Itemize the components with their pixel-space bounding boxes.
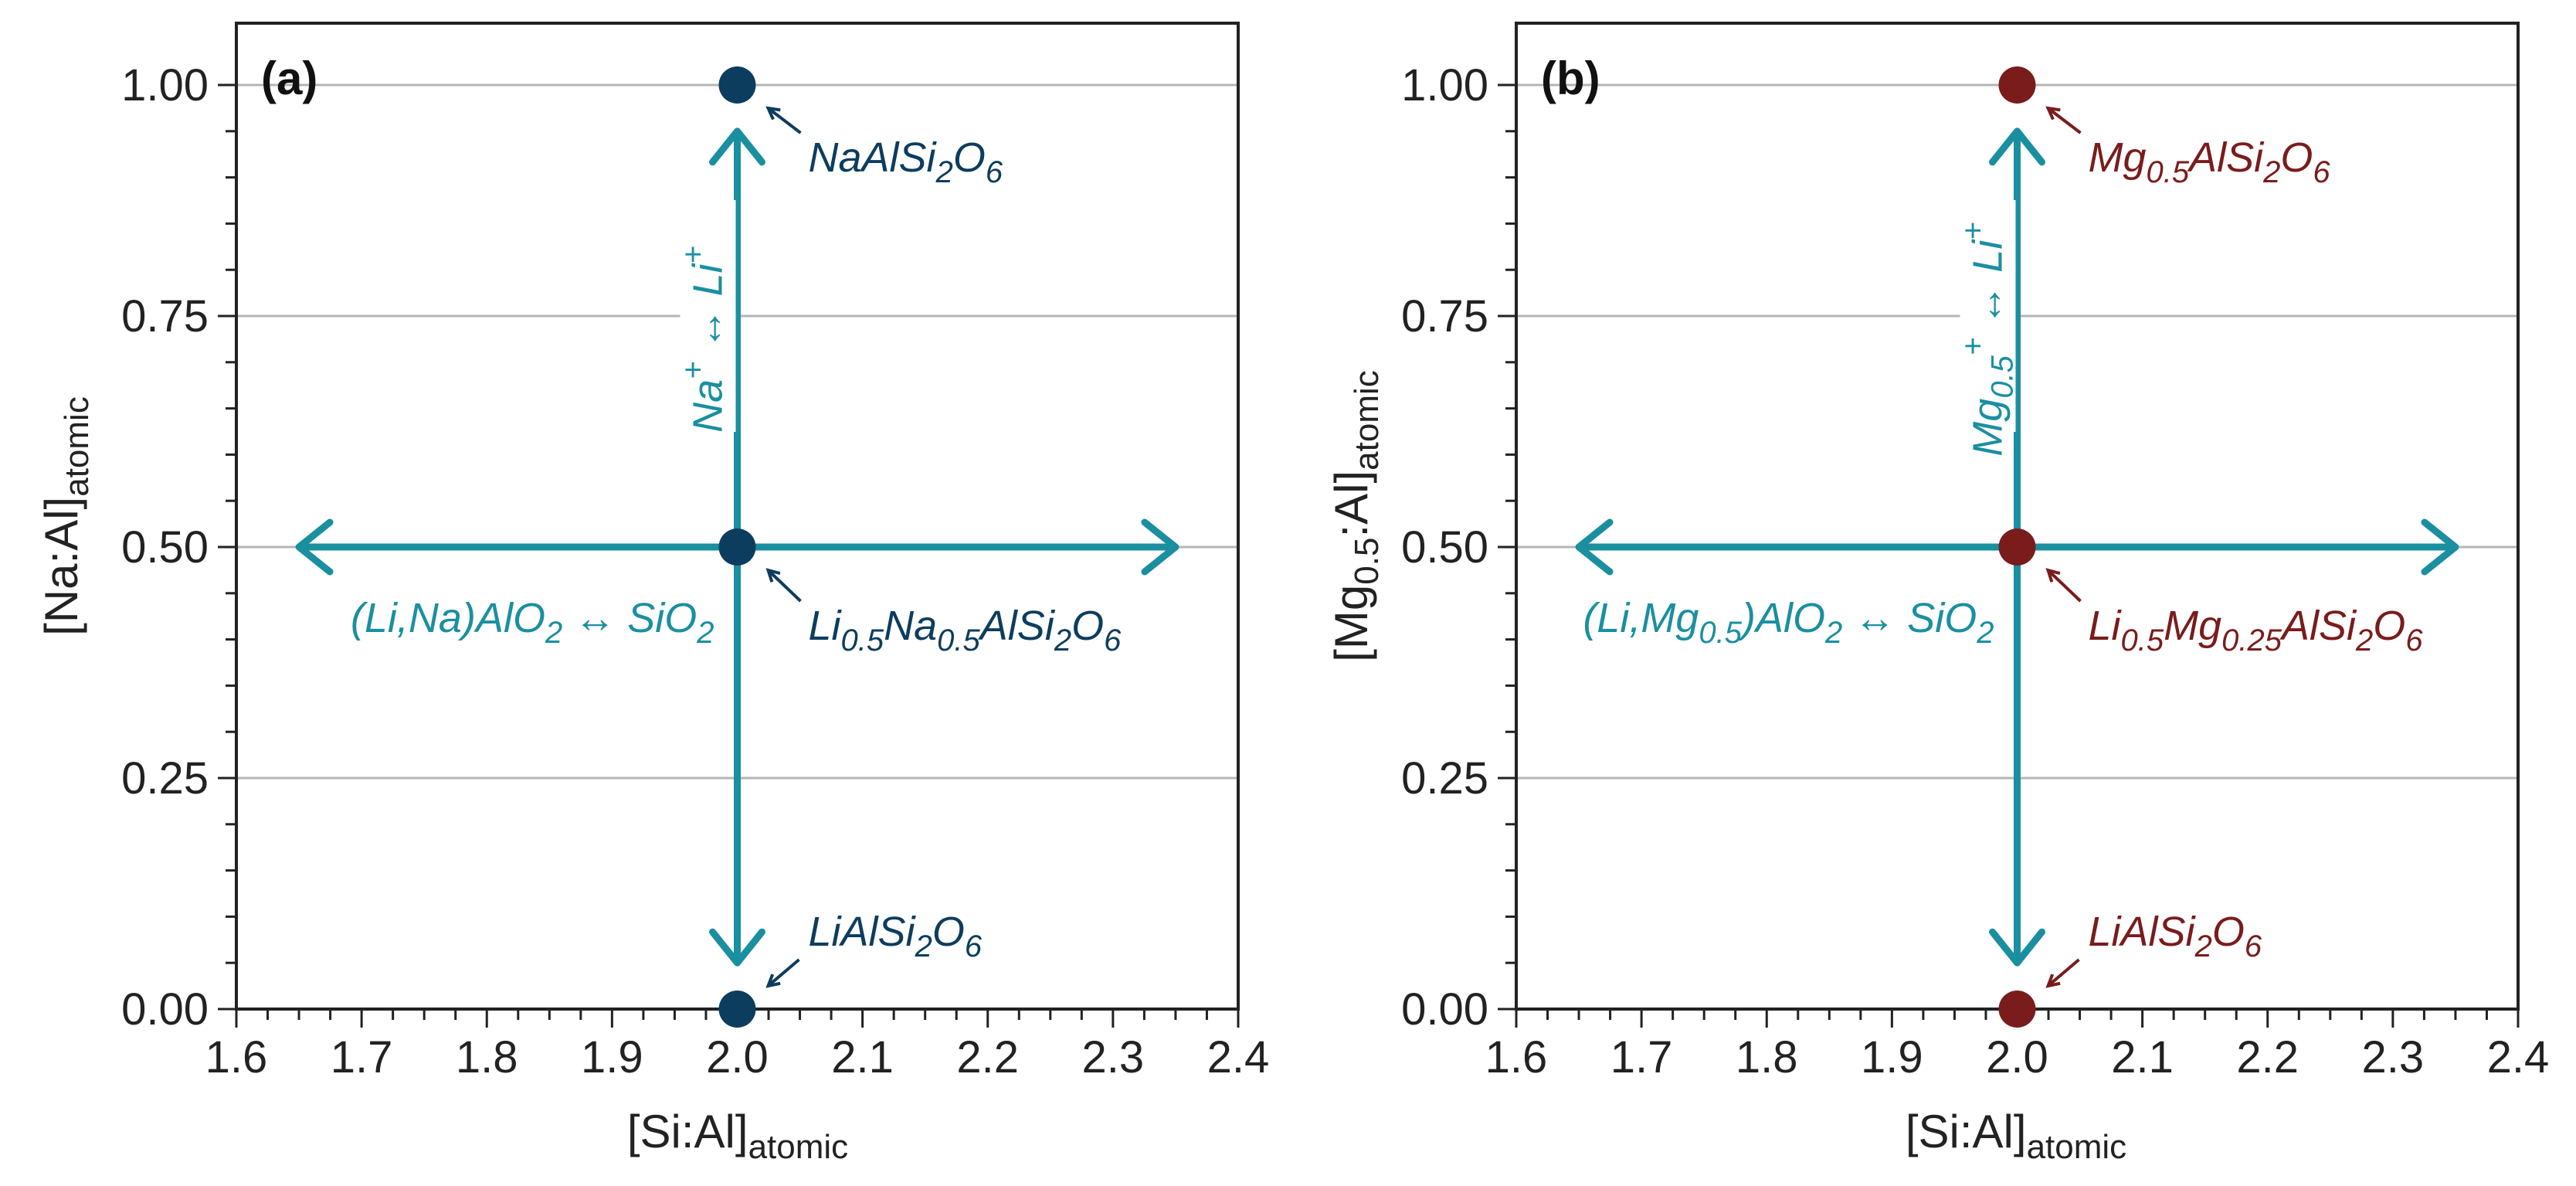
- vertical-label-background: [680, 200, 736, 432]
- composition-label: LiAlSi2O6: [809, 909, 983, 963]
- pointer-arrowhead: [2045, 568, 2061, 583]
- composition-label: Mg0.5AlSi2O6: [2089, 134, 2331, 189]
- vertical-arrow-label: Na+ ↔ Li+: [677, 246, 731, 433]
- pointer-arrowhead: [765, 974, 781, 988]
- panel-label: (a): [261, 53, 317, 104]
- arrowhead-up: [709, 127, 765, 166]
- x-tick-label: 2.0: [706, 1032, 769, 1082]
- x-tick-label: 1.9: [1861, 1032, 1923, 1082]
- x-axis-label: [Si:Al]atomic: [1906, 1106, 2126, 1166]
- horizontal-arrow-label: (Li,Mg0.5)AlO2 ↔ SiO2: [1583, 595, 1994, 650]
- x-tick-label: 2.4: [2487, 1032, 2550, 1082]
- data-point: [718, 528, 756, 566]
- data-point: [1998, 991, 2036, 1028]
- composition-label: LiAlSi2O6: [2089, 909, 2262, 963]
- arrowhead-down: [1989, 928, 2045, 967]
- y-tick-label: 0.25: [1401, 753, 1488, 804]
- y-tick-label: 0.00: [1401, 984, 1488, 1035]
- pointer-line: [2047, 569, 2082, 603]
- y-tick-label: 0.25: [121, 753, 209, 804]
- pointer-line: [767, 569, 802, 603]
- x-tick-label: 1.8: [456, 1032, 518, 1082]
- x-tick-label: 2.3: [1082, 1032, 1145, 1082]
- arrowhead-right: [1141, 518, 1179, 576]
- y-tick-label: 0.50: [1401, 522, 1488, 573]
- arrowhead-left: [295, 518, 334, 576]
- pointer-arrowhead: [2045, 974, 2061, 988]
- data-point: [718, 66, 756, 104]
- chart-panel-a: 1.6 1.7 1.8 1.9 2.0 2.1 2.2 2.3 2.4 0.00 0.25 0.50 0…: [36, 22, 1270, 1166]
- pointer-arrowhead: [2045, 106, 2061, 121]
- y-axis-label: [Na:Al]atomic: [36, 396, 96, 636]
- pointer-arrowhead: [765, 568, 781, 583]
- pointer-line: [767, 958, 800, 987]
- x-tick-label: 2.2: [956, 1032, 1019, 1082]
- pointer-line: [2047, 107, 2082, 134]
- pointer-line: [2047, 958, 2080, 987]
- x-tick-label: 1.8: [1736, 1032, 1798, 1082]
- x-tick-label: 2.2: [2236, 1032, 2299, 1082]
- y-tick-label: 1.00: [121, 60, 209, 110]
- panel-label: (b): [1541, 53, 1600, 104]
- vertical-arrow-label: Mg0.5+ ↔ Li+: [1957, 222, 2020, 456]
- data-point: [718, 991, 756, 1028]
- x-tick-label: 1.6: [205, 1032, 268, 1082]
- arrowhead-left: [1575, 518, 1614, 576]
- arrowhead-up: [1989, 127, 2045, 166]
- data-point: [1998, 528, 2036, 566]
- y-tick-label: 0.75: [1401, 291, 1488, 342]
- composition-label: Li0.5Na0.5AlSi2O6: [809, 603, 1122, 658]
- arrowhead-right: [2421, 518, 2459, 576]
- pointer-line: [767, 107, 802, 134]
- composition-label: NaAlSi2O6: [809, 134, 1003, 189]
- y-tick-label: 1.00: [1401, 60, 1488, 110]
- chart-panel-b: 1.6 1.7 1.8 1.9 2.0 2.1 2.2 2.3 2.4 0.00 0.25 0.50 0…: [1325, 22, 2550, 1166]
- x-tick-label: 2.4: [1207, 1032, 1270, 1082]
- x-tick-label: 2.1: [831, 1032, 894, 1082]
- x-tick-label: 1.9: [581, 1032, 643, 1082]
- pointer-arrowhead: [765, 106, 781, 121]
- y-tick-label: 0.75: [121, 291, 209, 342]
- x-tick-label: 2.3: [2362, 1032, 2425, 1082]
- y-tick-label: 0.50: [121, 522, 209, 573]
- composition-label: Li0.5Mg0.25AlSi2O6: [2089, 603, 2424, 658]
- arrowhead-down: [709, 928, 765, 967]
- x-tick-label: 1.6: [1485, 1032, 1548, 1082]
- vertical-label-background: [1960, 200, 2016, 432]
- y-axis-label: [Mg0.5:Al]atomic: [1325, 370, 1386, 662]
- x-axis-label: [Si:Al]atomic: [627, 1106, 848, 1166]
- y-tick-label: 0.00: [121, 984, 209, 1035]
- x-tick-label: 2.1: [2111, 1032, 2174, 1082]
- horizontal-arrow-label: (Li,Na)AlO2 ↔ SiO2: [351, 595, 714, 650]
- x-tick-label: 2.0: [1986, 1032, 2048, 1082]
- data-point: [1998, 66, 2036, 104]
- x-tick-label: 1.7: [1610, 1032, 1673, 1082]
- x-tick-label: 1.7: [331, 1032, 393, 1082]
